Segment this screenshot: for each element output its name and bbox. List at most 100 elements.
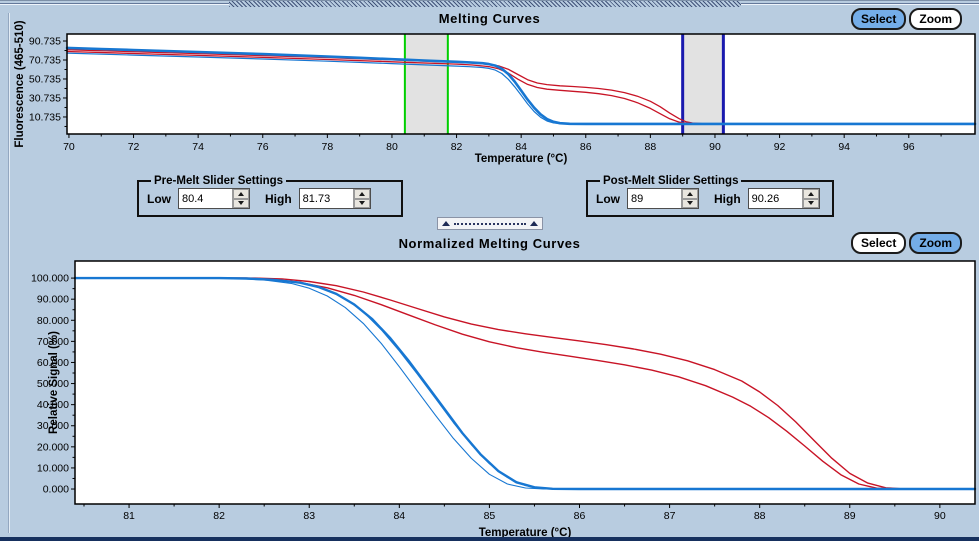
post-melt-region[interactable]: [681, 34, 725, 134]
window-bottom-border: [0, 537, 979, 541]
post-melt-high-spin-down[interactable]: [802, 198, 819, 208]
y-tick-label: 30.000: [37, 420, 69, 432]
x-tick-label: 90: [934, 510, 946, 522]
sample-red-2: [66, 50, 727, 125]
pre-melt-low-input[interactable]: [179, 189, 232, 208]
slider-left-arrow-icon[interactable]: [442, 221, 450, 226]
spin-up-icon: [358, 191, 365, 196]
y-tick-label: 30.735: [29, 92, 61, 104]
x-axis-title: Temperature (°C): [479, 527, 572, 539]
spin-down-icon: [358, 201, 365, 206]
melting-zoom-button[interactable]: Zoom: [909, 8, 963, 30]
y-tick-label: 20.000: [37, 441, 69, 453]
spin-down-icon: [238, 201, 244, 206]
pre-melt-low-spinbox: [178, 188, 250, 209]
x-tick-label: 88: [754, 510, 766, 522]
y-tick-label: 70.735: [29, 54, 61, 66]
x-tick-label: 88: [645, 141, 657, 153]
post-melt-high-spin-up[interactable]: [802, 189, 819, 199]
post-melt-high-spinbox: [747, 188, 820, 209]
x-tick-label: 84: [515, 141, 527, 153]
x-tick-label: 74: [192, 141, 204, 153]
sample-blue-thin: [66, 52, 976, 125]
normalized-toolbar: Select Zoom: [851, 232, 963, 254]
post-melt-legend: Post-Melt Slider Settings: [603, 175, 739, 187]
x-tick-label: 86: [580, 141, 592, 153]
x-tick-label: 84: [393, 510, 405, 522]
sample-blue-thick: [65, 46, 977, 126]
post-melt-low-spin-up[interactable]: [682, 189, 698, 199]
x-tick-label: 76: [257, 141, 269, 153]
x-tick-label: 83: [303, 510, 315, 522]
pre-melt-high-spinner: [352, 189, 370, 208]
post-melt-settings-group: Post-Melt Slider Settings Low High: [586, 175, 834, 217]
x-tick-label: 78: [322, 141, 334, 153]
spin-down-icon: [807, 201, 814, 206]
spin-down-icon: [687, 201, 693, 206]
pre-melt-region[interactable]: [403, 34, 449, 134]
y-tick-label: 50.000: [37, 378, 69, 390]
pre-melt-high-spin-up[interactable]: [353, 189, 370, 199]
x-tick-label: 96: [903, 141, 915, 153]
pre-melt-high-label: High: [265, 191, 292, 206]
y-axis-title: Relative Signal (%): [48, 331, 60, 434]
post-melt-high-label: High: [714, 191, 741, 206]
pre-melt-settings-group: Pre-Melt Slider Settings Low High: [137, 175, 403, 217]
x-tick-label: 90: [709, 141, 721, 153]
melting-toolbar: Select Zoom: [851, 8, 963, 30]
slider-dotted-track[interactable]: [454, 222, 526, 225]
pre-melt-high-input[interactable]: [299, 189, 353, 208]
pre-melt-legend: Pre-Melt Slider Settings: [154, 175, 284, 187]
x-tick-label: 70: [63, 141, 75, 153]
y-tick-label: 10.735: [29, 111, 61, 123]
norm-red-1: [74, 277, 976, 490]
x-tick-label: 87: [664, 510, 676, 522]
melting-curves-chart[interactable]: 70 72 74 76 78 80 82 84 86 88 90 92 94 96 90.735 70.735…: [0, 1, 979, 169]
y-tick-label: 80.000: [37, 315, 69, 327]
norm-red-2: [74, 277, 976, 490]
normalized-melting-curves-chart[interactable]: 81 82 83 84 85 86 87 88 89 90 100.000 90.000 80.000 7…: [0, 256, 979, 541]
spin-up-icon: [687, 191, 693, 196]
pre-melt-high-spinbox: [298, 188, 371, 209]
pre-melt-low-spinner: [232, 189, 249, 208]
x-tick-label: 82: [213, 510, 225, 522]
y-tick-label: 70.000: [37, 336, 69, 348]
normalized-zoom-button[interactable]: Zoom: [909, 232, 963, 254]
post-melt-high-spinner: [801, 189, 819, 208]
post-melt-low-input[interactable]: [628, 189, 681, 208]
pane-splitter-slider[interactable]: [437, 217, 543, 230]
spin-up-icon: [238, 191, 244, 196]
x-tick-label: 82: [451, 141, 463, 153]
x-tick-label: 94: [838, 141, 850, 153]
slider-right-arrow-icon[interactable]: [530, 221, 538, 226]
pre-melt-high-spin-down[interactable]: [353, 198, 370, 208]
spin-up-icon: [807, 191, 814, 196]
x-tick-label: 81: [123, 510, 135, 522]
post-melt-low-spinbox: [627, 188, 699, 209]
y-tick-label: 10.000: [37, 462, 69, 474]
melting-curves-title: Melting Curves: [438, 11, 541, 26]
x-tick-label: 80: [386, 141, 398, 153]
normalized-melting-curves-title: Normalized Melting Curves: [398, 236, 581, 251]
pre-melt-low-label: Low: [147, 191, 171, 206]
post-melt-low-spinner: [681, 189, 698, 208]
normalized-select-button[interactable]: Select: [851, 232, 907, 254]
y-tick-label: 50.735: [29, 73, 61, 85]
y-tick-label: 100.000: [31, 273, 69, 285]
top-splitter-hatch[interactable]: [229, 1, 741, 7]
x-axis-title: Temperature (°C): [475, 153, 568, 165]
left-panel-edge: [8, 13, 9, 533]
x-tick-label: 72: [128, 141, 140, 153]
post-melt-high-input[interactable]: [748, 189, 802, 208]
y-tick-label: 0.000: [43, 484, 69, 496]
melting-select-button[interactable]: Select: [851, 8, 907, 30]
post-melt-low-spin-down[interactable]: [682, 198, 698, 208]
y-axis-title: Fluorescence (465-510): [14, 20, 26, 147]
x-tick-label: 89: [844, 510, 856, 522]
pre-melt-low-spin-down[interactable]: [233, 198, 249, 208]
y-tick-label: 90.000: [37, 294, 69, 306]
x-tick-label: 92: [774, 141, 786, 153]
post-melt-low-label: Low: [596, 191, 620, 206]
pre-melt-low-spin-up[interactable]: [233, 189, 249, 199]
